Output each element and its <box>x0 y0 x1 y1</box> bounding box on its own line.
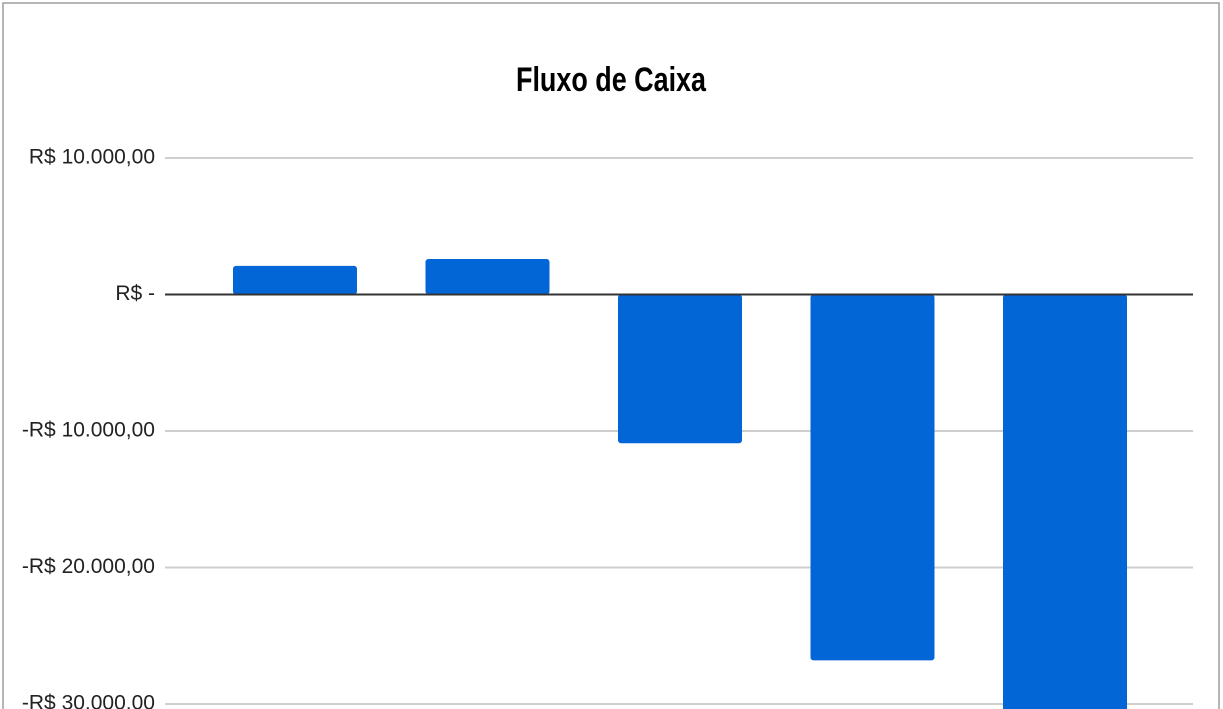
y-tick-label: -R$ 10.000,00 <box>22 419 155 442</box>
bar <box>1003 294 1127 709</box>
y-tick-label: -R$ 30.000,00 <box>22 692 155 709</box>
bar <box>618 294 742 444</box>
chart-title: Fluxo de Caixa <box>516 61 707 99</box>
bar <box>425 259 550 295</box>
y-tick-label: R$ - <box>115 282 155 305</box>
y-tick-label: -R$ 20.000,00 <box>22 555 155 578</box>
y-tick-label: R$ 10.000,00 <box>29 146 155 169</box>
bar <box>233 265 357 295</box>
bar <box>810 294 935 661</box>
